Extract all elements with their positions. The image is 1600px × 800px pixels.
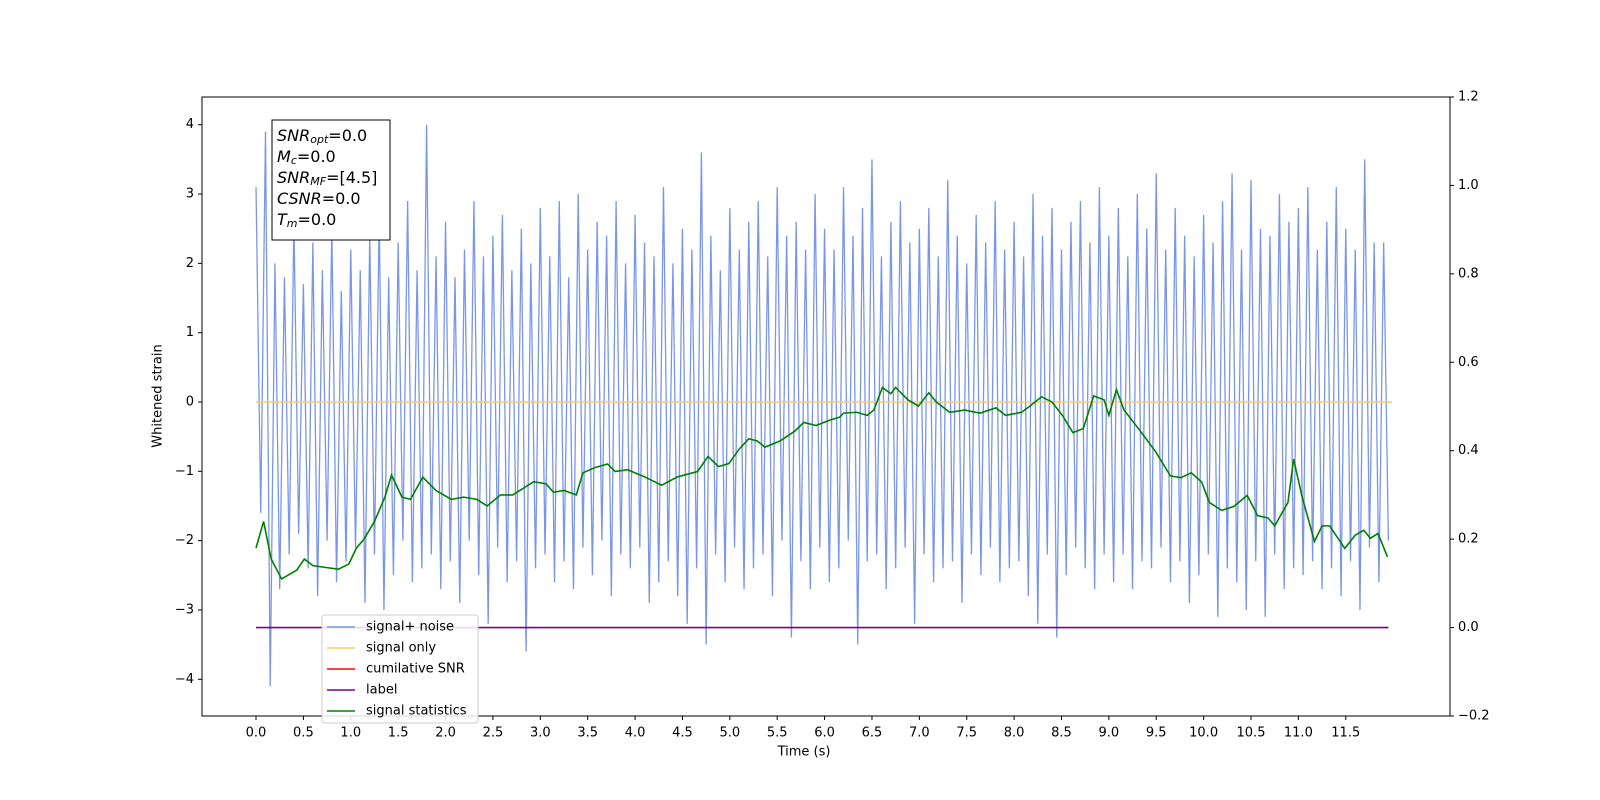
annotation-box: SNRopt=0.0Mc=0.0SNRMF=[4.5]CSNR=0.0Tm=0.… — [271, 119, 391, 241]
x-axis-label: Time (s) — [777, 745, 831, 760]
annotation-rest: =0.0 — [328, 126, 367, 145]
legend-label: cumilative SNR — [366, 662, 465, 677]
legend-label: signal only — [366, 641, 436, 656]
x-tick-label: 11.0 — [1284, 726, 1313, 741]
y-tick-label: 3 — [186, 187, 194, 202]
x-tick-label: 3.0 — [530, 726, 551, 741]
x-tick-label: 0.0 — [246, 726, 267, 741]
x-tick-label: 4.0 — [625, 726, 646, 741]
annotation-line: Tm=0.0 — [277, 210, 336, 231]
x-tick-label: 0.5 — [293, 726, 314, 741]
x-tick-label: 6.5 — [862, 726, 883, 741]
annotation-sub: m — [287, 217, 298, 230]
legend-label: signal+ noise — [366, 620, 454, 635]
annotation-base: SNR — [277, 126, 310, 145]
y-tick-label: 2 — [186, 256, 194, 271]
y-tick-label: −1 — [175, 464, 194, 479]
y-axis-label: Whitened strain — [151, 344, 166, 447]
annotation-base: M — [277, 147, 291, 166]
x-tick-label: 2.5 — [483, 726, 504, 741]
y-tick-label: −2 — [175, 533, 194, 548]
y2-tick-label: 0.0 — [1458, 620, 1479, 635]
x-tick-label: 8.0 — [1004, 726, 1025, 741]
annotation-line: SNRMF=[4.5] — [277, 168, 377, 189]
y2-tick-label: 1.2 — [1458, 90, 1479, 105]
y-tick-label: 4 — [186, 117, 194, 132]
x-tick-label: 6.0 — [814, 726, 835, 741]
annotation-sub: c — [291, 154, 297, 167]
y2-tick-label: 0.2 — [1458, 532, 1479, 547]
annotation-sub: opt — [310, 133, 329, 146]
x-tick-label: 1.0 — [340, 726, 361, 741]
legend: signal+ noise signal only cumilative SNR la… — [321, 614, 479, 724]
annotation-rest: =0.0 — [298, 210, 337, 229]
x-tick-label: 4.5 — [672, 726, 693, 741]
series-line — [255, 124, 1390, 687]
x-tick-label: 5.5 — [767, 726, 788, 741]
x-tick-label: 3.5 — [577, 726, 598, 741]
x-tick-label: 8.5 — [1051, 726, 1072, 741]
plot-frame — [201, 96, 1451, 717]
annotation-base: CSNR — [277, 189, 322, 208]
x-tick-label: 9.5 — [1146, 726, 1167, 741]
annotation-line: SNRopt=0.0 — [277, 126, 367, 147]
x-tick-label: 7.5 — [956, 726, 977, 741]
x-tick-label: 10.0 — [1189, 726, 1218, 741]
annotation-line: CSNR=0.0 — [277, 189, 361, 208]
y-tick-label: 0 — [186, 394, 194, 409]
annotation-line: Mc=0.0 — [277, 147, 336, 168]
legend-label: label — [366, 683, 397, 698]
x-tick-label: 7.0 — [909, 726, 930, 741]
annotation-rest: =[4.5] — [326, 168, 377, 187]
annotation-base: SNR — [277, 168, 310, 187]
x-tick-label: 11.5 — [1331, 726, 1360, 741]
y2-tick-label: 1.0 — [1458, 178, 1479, 193]
y2-tick-label: −0.2 — [1458, 709, 1490, 724]
x-tick-label: 5.0 — [719, 726, 740, 741]
y2-tick-label: 0.4 — [1458, 443, 1479, 458]
y2-tick-label: 0.8 — [1458, 266, 1479, 281]
annotation-base: T — [277, 210, 288, 229]
x-tick-label: 2.0 — [435, 726, 456, 741]
y-tick-label: 1 — [186, 325, 194, 340]
annotation-frame — [271, 119, 391, 241]
annotation-rest: =0.0 — [297, 147, 336, 166]
x-tick-label: 10.5 — [1237, 726, 1266, 741]
x-tick-label: 1.5 — [388, 726, 409, 741]
annotation-rest: =0.0 — [322, 189, 361, 208]
y-tick-label: −4 — [175, 672, 194, 687]
x-tick-label: 9.0 — [1099, 726, 1120, 741]
legend-frame — [321, 614, 479, 724]
series-line — [255, 386, 1389, 581]
y-tick-label: −3 — [175, 602, 194, 617]
y2-tick-label: 0.6 — [1458, 355, 1479, 370]
annotation-sub: MF — [310, 175, 326, 188]
legend-label: signal statistics — [366, 704, 467, 719]
